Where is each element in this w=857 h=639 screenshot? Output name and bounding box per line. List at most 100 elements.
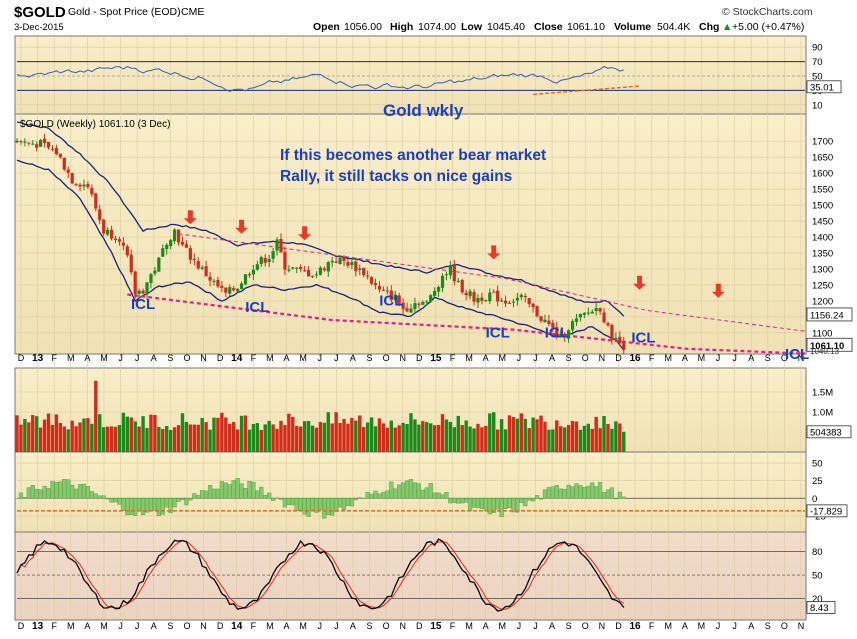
oscillator-bar xyxy=(81,483,87,499)
volume-bar xyxy=(58,423,63,452)
volume-bar xyxy=(543,421,547,452)
oscillator-bar xyxy=(365,492,370,499)
candle-body xyxy=(314,274,319,276)
oscillator-bar xyxy=(215,488,221,499)
volume-bar xyxy=(295,425,299,452)
candle-body xyxy=(515,297,519,301)
volume-bar xyxy=(82,418,86,452)
candle-body xyxy=(161,248,165,257)
volume-bar xyxy=(180,413,185,452)
candle-body xyxy=(397,295,401,304)
oscillator-tick-label: 0 xyxy=(812,494,817,505)
x-tick-label: A xyxy=(284,353,290,363)
volume-bar xyxy=(117,424,122,452)
chg-label: Chg xyxy=(699,21,719,33)
chg-value: +5.00 (+0.47%) xyxy=(732,21,804,33)
x-tick-label: J xyxy=(533,621,538,631)
candle-body xyxy=(602,312,606,323)
oscillator-bar xyxy=(243,488,248,499)
price-tick-label: 1550 xyxy=(812,185,833,196)
candle-body xyxy=(342,257,346,261)
volume-bar xyxy=(413,419,417,452)
x-tick-label: N xyxy=(200,621,207,631)
x-tick-label: D xyxy=(615,353,622,363)
oscillator-bar xyxy=(318,498,323,510)
volume-bar xyxy=(570,420,575,452)
candle-body xyxy=(559,334,563,337)
x-tick-label: J xyxy=(135,621,140,631)
candle-body xyxy=(291,267,295,269)
candle-body xyxy=(176,229,181,243)
candle-body xyxy=(267,259,271,262)
oscillator-bar xyxy=(117,498,122,505)
stochastic-signal-line xyxy=(16,540,625,610)
oscillator-bar xyxy=(278,498,284,500)
volume-bar xyxy=(574,421,579,452)
x-tick-label: M xyxy=(100,621,108,631)
oscillator-bar xyxy=(251,482,256,499)
candle-body xyxy=(354,261,358,272)
volume-bar xyxy=(448,421,453,452)
oscillator-bar xyxy=(204,490,209,499)
candle-body xyxy=(113,238,118,240)
oscillator-bar xyxy=(542,489,548,499)
candle-body xyxy=(523,295,527,298)
candle-body xyxy=(279,238,283,253)
candle-body xyxy=(586,312,590,314)
volume-bar xyxy=(594,416,598,452)
rsi-plot xyxy=(16,46,805,106)
oscillator-plot xyxy=(14,462,805,519)
oscillator-bar xyxy=(424,487,429,499)
rsi-value-label: 35.01 xyxy=(810,82,834,93)
price-tag xyxy=(806,337,853,352)
candle-body xyxy=(117,239,122,242)
candle-body xyxy=(594,308,598,311)
volume-bar xyxy=(610,428,614,452)
volume-bar xyxy=(172,427,177,452)
oscillator-bar xyxy=(144,498,150,513)
oscillator-bar xyxy=(223,482,228,499)
arrow-annotations xyxy=(183,210,725,298)
candle-body xyxy=(74,183,78,185)
oscillator-bar xyxy=(408,479,414,499)
x-tick-label: J xyxy=(517,353,522,363)
candle-body xyxy=(527,298,531,305)
oscillator-bar xyxy=(519,498,524,504)
volume-bar xyxy=(19,424,23,452)
candle-body xyxy=(27,142,31,144)
volume-bar xyxy=(523,419,527,452)
oscillator-bar xyxy=(586,485,591,499)
volume-bar xyxy=(590,428,594,452)
volume-bar xyxy=(42,419,47,452)
oscillator-bar xyxy=(381,491,386,499)
x-tick-label: J xyxy=(732,621,737,631)
oscillator-bar xyxy=(109,498,114,503)
oscillator-value-label: -17.829 xyxy=(810,506,842,517)
oscillator-bar xyxy=(353,498,358,501)
branding: © StockCharts.com xyxy=(722,6,813,18)
candle-body xyxy=(42,138,47,144)
volume-bar xyxy=(456,415,460,452)
volume-bar xyxy=(204,422,208,452)
candle-body xyxy=(519,294,523,298)
x-tick-label: O xyxy=(582,621,589,631)
x-tick-label: S xyxy=(167,353,173,363)
candle-body xyxy=(169,240,173,247)
oscillator-bar xyxy=(172,498,177,508)
candle-body xyxy=(173,229,177,242)
oscillator-bar xyxy=(617,491,622,499)
oscillator-bar xyxy=(369,493,374,499)
price-tag xyxy=(806,307,853,322)
x-tick-label: 13 xyxy=(32,353,44,364)
candle-body xyxy=(476,297,480,303)
volume-bar xyxy=(251,424,256,452)
oscillator-bar xyxy=(546,487,551,499)
volume-bar xyxy=(515,418,520,452)
x-tick-label: M xyxy=(67,353,75,363)
candle-body xyxy=(283,252,287,270)
x-tick-label: O xyxy=(183,621,190,631)
volume-bar xyxy=(161,428,165,452)
oscillator-bar xyxy=(440,494,445,499)
low-label: Low xyxy=(461,21,483,33)
